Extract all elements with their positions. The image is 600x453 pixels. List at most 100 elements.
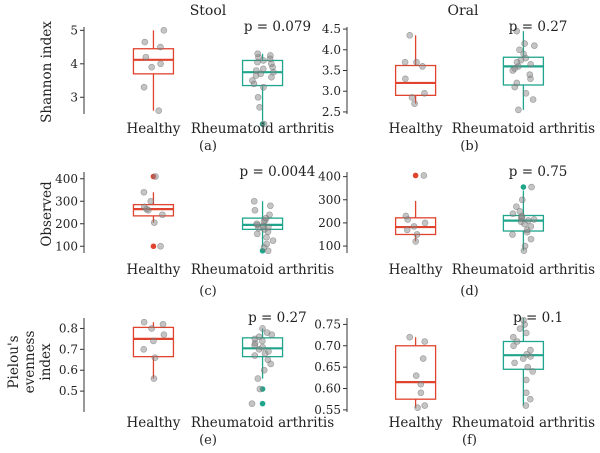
y-tick-label: 100 bbox=[318, 239, 341, 253]
y-tick-label: 300 bbox=[55, 194, 78, 208]
data-point bbox=[250, 197, 258, 205]
data-point bbox=[521, 242, 529, 250]
y-tick-label: 4 bbox=[70, 57, 78, 71]
y-tick-label: 5 bbox=[70, 23, 78, 37]
data-point bbox=[269, 237, 277, 244]
data-point bbox=[511, 359, 518, 367]
outlier-point bbox=[520, 184, 527, 190]
data-point bbox=[248, 400, 256, 407]
data-point bbox=[528, 183, 535, 191]
data-point bbox=[141, 38, 149, 46]
iqr-box bbox=[132, 203, 175, 217]
y-tick-label: 0.70 bbox=[314, 339, 341, 353]
data-point bbox=[251, 206, 259, 214]
data-point bbox=[260, 57, 267, 64]
y-tick-label: 400 bbox=[318, 170, 341, 184]
data-point bbox=[529, 96, 537, 103]
data-point bbox=[414, 404, 421, 412]
data-point bbox=[160, 27, 168, 34]
box-healthy bbox=[132, 318, 175, 382]
data-point bbox=[159, 211, 166, 219]
data-point bbox=[419, 355, 427, 362]
data-point bbox=[522, 376, 530, 384]
data-point bbox=[516, 208, 524, 215]
y-tick-label: 200 bbox=[55, 217, 78, 231]
y-tick-label: 3.5 bbox=[322, 64, 341, 78]
data-point bbox=[419, 63, 426, 70]
data-point bbox=[509, 210, 517, 217]
data-point bbox=[519, 355, 527, 362]
data-point bbox=[140, 346, 148, 353]
category-label: Rheumatoid arthritis bbox=[191, 262, 334, 278]
panels-group: 3 4 5 Healthy Rheumatoid arthritis p = 0.079 (… bbox=[55, 19, 595, 448]
data-point bbox=[522, 89, 530, 97]
data-point bbox=[530, 216, 538, 223]
data-point bbox=[513, 79, 521, 87]
data-point bbox=[148, 325, 155, 332]
row-ylabel-pielou-line3: index bbox=[38, 343, 54, 381]
data-point bbox=[524, 217, 532, 224]
data-point bbox=[513, 27, 520, 35]
data-point bbox=[254, 375, 262, 382]
data-point bbox=[157, 242, 164, 250]
box-rheumatoid-arthritis bbox=[502, 316, 545, 409]
data-point bbox=[148, 63, 155, 71]
data-point bbox=[263, 329, 271, 336]
data-point bbox=[254, 93, 262, 101]
row-ylabel-pielou-line1: Pielou's bbox=[6, 335, 22, 388]
data-point bbox=[527, 346, 534, 354]
data-point bbox=[516, 46, 523, 54]
y-tick-label: 0.5 bbox=[59, 384, 78, 398]
data-point bbox=[522, 329, 530, 337]
data-point bbox=[523, 389, 530, 397]
data-point bbox=[140, 188, 148, 196]
data-point bbox=[155, 107, 163, 114]
category-label: Healthy bbox=[127, 121, 181, 137]
category-label: Healthy bbox=[127, 262, 181, 278]
data-point bbox=[403, 226, 411, 234]
box-rheumatoid-arthritis bbox=[241, 325, 284, 407]
y-tick-label: 0.65 bbox=[314, 360, 341, 374]
data-point bbox=[263, 233, 270, 241]
data-point bbox=[256, 104, 263, 111]
data-point bbox=[524, 363, 532, 371]
data-point bbox=[526, 71, 534, 78]
data-point bbox=[515, 106, 522, 114]
box-rheumatoid-arthritis bbox=[241, 50, 284, 128]
category-label: Rheumatoid arthritis bbox=[452, 415, 595, 431]
data-point bbox=[141, 203, 148, 211]
panel-letter: (b) bbox=[460, 139, 478, 154]
panel-f: 0.55 0.60 0.65 0.70 0.75 Healthy Rheumatoid ar… bbox=[314, 310, 595, 448]
panel-letter: (f) bbox=[462, 433, 477, 448]
y-tick-label: 0.6 bbox=[59, 363, 78, 377]
data-point bbox=[417, 389, 425, 397]
data-point bbox=[159, 320, 167, 328]
data-point bbox=[412, 372, 420, 379]
data-point bbox=[509, 231, 516, 238]
panel-letter: (e) bbox=[199, 433, 217, 448]
data-point bbox=[402, 212, 410, 220]
row-ylabel-pielou-line2: evenness bbox=[22, 331, 38, 394]
box-rheumatoid-arthritis bbox=[502, 27, 545, 114]
data-point bbox=[251, 352, 259, 359]
data-point bbox=[266, 211, 273, 219]
data-point bbox=[412, 238, 419, 245]
data-point bbox=[520, 316, 527, 324]
p-value-label: p = 0.0044 bbox=[240, 164, 316, 180]
data-point bbox=[402, 75, 409, 83]
data-point bbox=[421, 402, 429, 409]
data-point bbox=[408, 94, 416, 101]
outlier-point bbox=[259, 400, 266, 407]
panel-a: 3 4 5 Healthy Rheumatoid arthritis p = 0.079 (… bbox=[70, 19, 334, 154]
data-point bbox=[513, 338, 521, 345]
data-point bbox=[253, 220, 261, 228]
y-tick-label: 3 bbox=[70, 90, 78, 104]
data-point bbox=[260, 366, 268, 374]
p-value-label: p = 0.079 bbox=[244, 19, 311, 35]
y-tick-label: 0.75 bbox=[314, 317, 341, 331]
y-tick-label: 4.5 bbox=[322, 22, 341, 36]
data-point bbox=[259, 343, 266, 351]
box-healthy bbox=[394, 172, 437, 245]
data-point bbox=[267, 52, 274, 59]
